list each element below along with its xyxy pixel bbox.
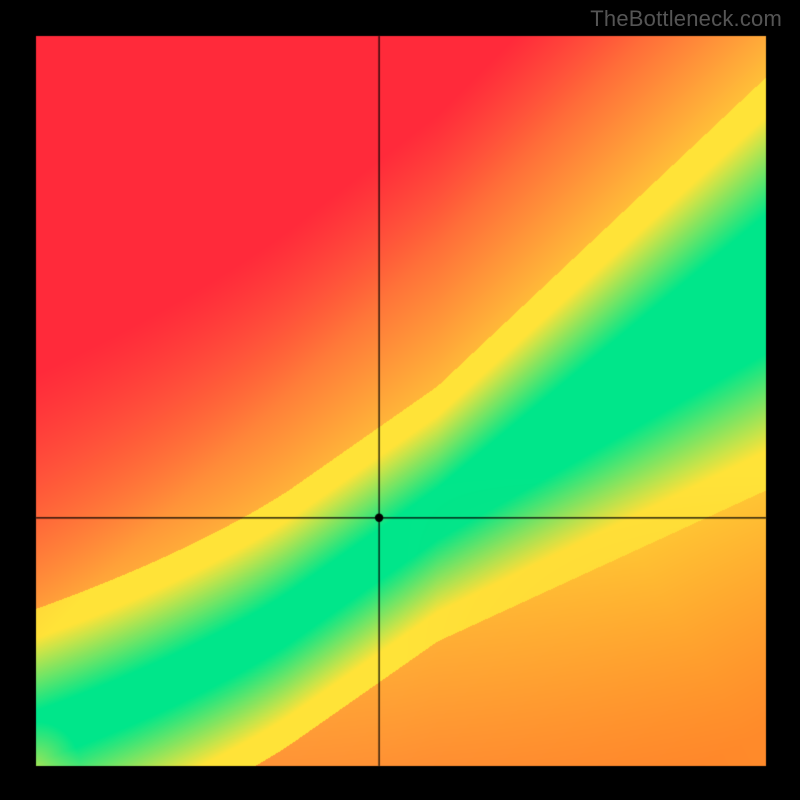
crosshair-overlay: [0, 0, 800, 800]
chart-container: TheBottleneck.com: [0, 0, 800, 800]
watermark-text: TheBottleneck.com: [590, 6, 782, 32]
